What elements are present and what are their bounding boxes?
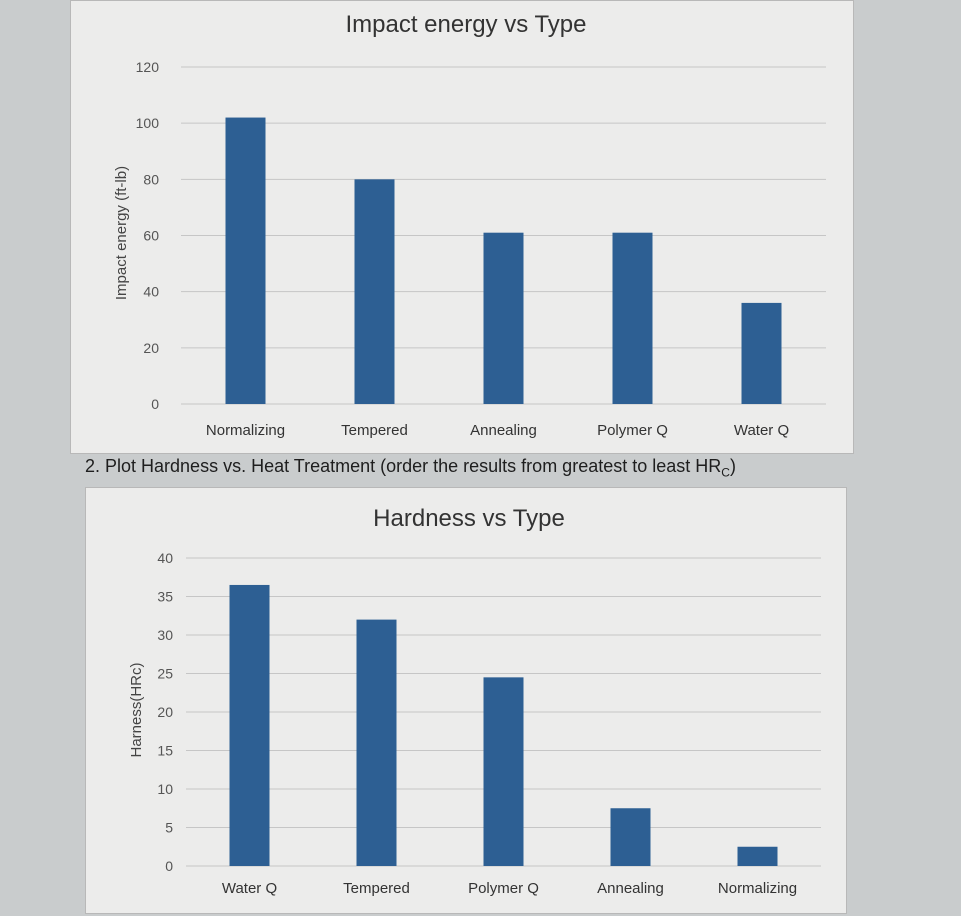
bar <box>483 232 524 404</box>
bar <box>225 117 266 405</box>
chart-title: Impact energy vs Type <box>345 11 586 38</box>
bar <box>610 808 651 866</box>
bar <box>741 302 782 404</box>
impact-energy-chart-panel: Impact energy vs Type Impact energy (ft-l… <box>70 0 854 454</box>
question-main-text: 2. Plot Hardness vs. Heat Treatment (ord… <box>85 456 722 476</box>
question-close-paren: ) <box>729 456 736 476</box>
y-tick-label: 80 <box>143 171 159 187</box>
x-category-label: Tempered <box>341 422 408 439</box>
x-category-label: Water Q <box>222 880 277 897</box>
bar <box>356 619 397 866</box>
question-subscript: C <box>721 465 730 480</box>
x-category-label: Annealing <box>470 422 537 439</box>
x-category-label: Polymer Q <box>468 880 539 897</box>
x-category-label: Normalizing <box>206 422 285 439</box>
y-tick-label: 15 <box>157 743 173 759</box>
y-tick-label: 5 <box>165 820 173 836</box>
hardness-chart-panel: Hardness vs Type Harness(HRc) 0 5 10 15 20 25 30… <box>85 487 847 914</box>
impact-energy-chart: Impact energy vs Type Impact energy (ft-l… <box>113 11 826 439</box>
bar <box>737 846 778 866</box>
y-tick-label: 20 <box>157 704 173 720</box>
y-tick-label: 25 <box>157 666 173 682</box>
x-category-label: Normalizing <box>718 880 797 897</box>
y-tick-label: 10 <box>157 781 173 797</box>
x-category-label: Water Q <box>734 422 789 439</box>
y-tick-label: 40 <box>143 284 159 300</box>
bar <box>483 677 524 866</box>
y-tick-label: 0 <box>165 858 173 874</box>
y-tick-label: 60 <box>143 228 159 244</box>
bar <box>229 584 270 866</box>
hardness-chart: Hardness vs Type Harness(HRc) 0 5 10 15 20 25 30… <box>128 505 821 897</box>
y-tick-label: 0 <box>151 396 159 412</box>
y-tick-label: 100 <box>136 115 160 131</box>
chart-title: Hardness vs Type <box>373 505 565 532</box>
y-tick-label: 30 <box>157 627 173 643</box>
bar <box>354 179 395 404</box>
y-axis-label: Impact energy (ft-lb) <box>113 166 130 300</box>
question-text: 2. Plot Hardness vs. Heat Treatment (ord… <box>85 456 875 480</box>
x-category-label: Polymer Q <box>597 422 668 439</box>
bar <box>612 232 653 404</box>
y-tick-label: 40 <box>157 550 173 566</box>
x-category-label: Tempered <box>343 880 410 897</box>
y-tick-label: 35 <box>157 589 173 605</box>
y-tick-label: 20 <box>143 340 159 356</box>
y-axis-label: Harness(HRc) <box>128 662 145 757</box>
x-category-label: Annealing <box>597 880 664 897</box>
y-tick-label: 120 <box>136 59 160 75</box>
